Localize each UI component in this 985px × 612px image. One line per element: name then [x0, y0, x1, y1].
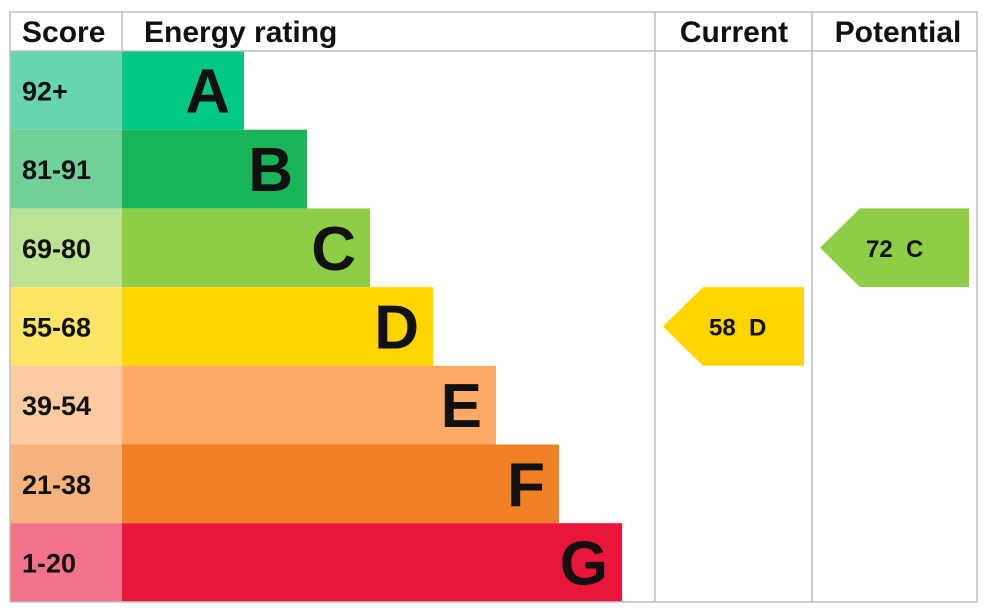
score-cell-e — [10, 365, 122, 445]
score-cell-d — [10, 287, 122, 366]
band-bar-a — [122, 51, 244, 130]
band-letter-b: B — [248, 136, 293, 205]
header-row: Score Energy rating Current Potential — [22, 16, 961, 49]
score-label-b: 81-91 — [22, 155, 91, 185]
potential-rating-arrow — [820, 208, 969, 288]
chart-border — [9, 11, 978, 603]
score-cell-c — [10, 208, 122, 288]
grid-lines — [9, 11, 978, 603]
current-rating-label: 58 D — [709, 314, 766, 341]
band-bar-e — [122, 365, 496, 445]
current-rating-arrow — [663, 287, 804, 366]
bands-layer: 92+ A 81-91 B 69-80 C 55-68 D 39-54 E 21-38 F 1-20 G — [10, 51, 622, 602]
band-bar-b — [122, 129, 307, 209]
band-letter-d: D — [374, 293, 419, 362]
band-bar-g — [122, 523, 622, 602]
band-letter-a: A — [185, 57, 230, 126]
band-letter-f: F — [507, 451, 545, 520]
score-label-e: 39-54 — [22, 391, 91, 421]
band-bar-d — [122, 287, 433, 366]
potential-header: Potential — [835, 16, 962, 49]
energy-rating-header: Energy rating — [144, 16, 337, 49]
score-cell-b — [10, 129, 122, 209]
score-cell-f — [10, 444, 122, 524]
band-letter-c: C — [311, 215, 356, 284]
score-header: Score — [22, 16, 105, 49]
score-label-d: 55-68 — [22, 312, 91, 342]
indicators-layer: 58 D 72 C — [663, 208, 969, 366]
score-label-c: 69-80 — [22, 234, 91, 264]
score-label-g: 1-20 — [22, 549, 76, 579]
band-bar-c — [122, 208, 370, 288]
band-letter-e: E — [441, 372, 482, 441]
score-cell-g — [10, 523, 122, 602]
band-bar-f — [122, 444, 559, 524]
band-letter-g: G — [560, 530, 608, 599]
potential-rating-label: 72 C — [866, 236, 923, 263]
score-label-a: 92+ — [22, 76, 68, 106]
current-header: Current — [680, 16, 788, 49]
score-cell-a — [10, 51, 122, 130]
score-label-f: 21-38 — [22, 470, 91, 500]
